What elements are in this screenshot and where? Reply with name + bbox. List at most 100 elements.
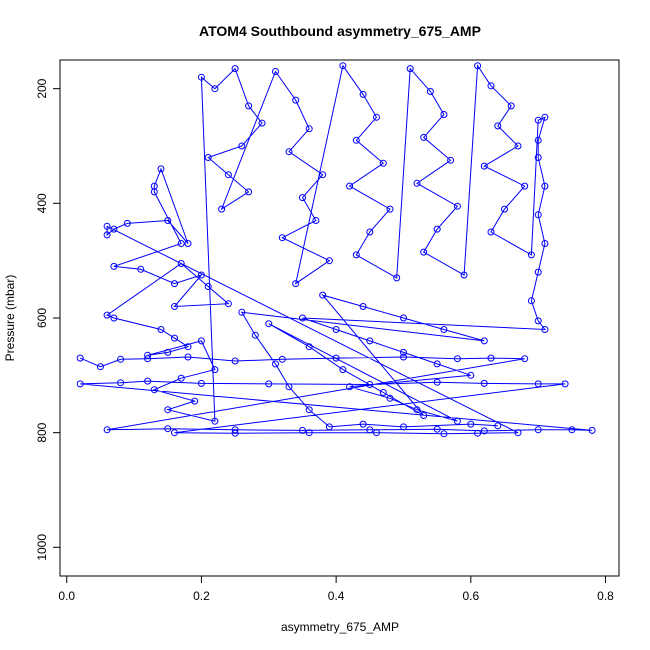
data-point — [171, 303, 178, 310]
data-point — [76, 380, 84, 388]
data-point — [379, 159, 387, 167]
data-point — [319, 171, 327, 179]
data-point — [480, 427, 488, 435]
data-point — [325, 257, 333, 265]
data-point — [521, 355, 529, 363]
data-point — [103, 222, 111, 230]
data-point — [400, 314, 407, 322]
plot-frame — [59, 59, 620, 577]
data-point — [305, 343, 313, 351]
data-point — [534, 380, 542, 388]
data-point — [420, 412, 428, 419]
data-point — [305, 125, 313, 133]
data-point — [103, 231, 111, 239]
data-point — [507, 102, 515, 110]
data-point — [359, 90, 367, 98]
data-point — [494, 122, 502, 130]
data-point — [224, 300, 232, 308]
data-point — [278, 355, 286, 363]
data-point — [117, 355, 125, 363]
data-point — [312, 217, 320, 224]
data-point — [305, 429, 313, 437]
chart-title: ATOM4 Southbound asymmetry_675_AMP — [199, 23, 481, 39]
data-point — [541, 326, 549, 333]
data-point — [325, 423, 333, 431]
data-point — [534, 211, 542, 219]
data-point — [164, 348, 172, 356]
y-axis: 200 400 600 800 1000 — [35, 78, 61, 561]
data-point — [487, 82, 495, 90]
plot-body — [76, 62, 596, 438]
data-point — [588, 426, 596, 434]
data-point — [440, 111, 448, 118]
data-point — [231, 65, 239, 73]
data-point — [292, 96, 300, 104]
data-point — [346, 182, 354, 190]
data-point — [123, 219, 131, 227]
data-point — [103, 426, 111, 434]
y-tick-label: 600 — [35, 308, 49, 328]
data-point — [177, 260, 185, 267]
x-tick-label: 0.2 — [193, 589, 210, 603]
data-point — [305, 406, 313, 414]
data-point — [467, 420, 475, 428]
data-point — [366, 426, 374, 434]
x-axis: 0.0 0.2 0.4 0.6 0.8 — [58, 575, 614, 603]
data-point — [238, 308, 246, 316]
data-point — [447, 156, 455, 164]
data-point — [487, 354, 495, 362]
data-point — [258, 119, 266, 127]
data-point — [433, 425, 441, 433]
data-point — [171, 334, 178, 342]
data-point — [278, 234, 286, 242]
data-point — [420, 248, 428, 256]
data-point — [231, 429, 239, 437]
data-point — [366, 337, 374, 345]
data-point — [534, 317, 542, 325]
data-point — [561, 380, 569, 388]
data-point — [265, 380, 273, 388]
data-point — [96, 363, 104, 371]
data-point — [480, 379, 488, 387]
data-point — [460, 271, 468, 279]
data-point — [400, 348, 407, 356]
data-point — [426, 88, 434, 95]
data-point — [184, 353, 192, 361]
data-point — [110, 314, 118, 322]
data-point — [379, 389, 387, 396]
data-point — [164, 425, 172, 433]
data-point — [501, 205, 508, 213]
data-point — [117, 379, 125, 387]
data-point — [366, 228, 374, 236]
data-point — [110, 225, 118, 233]
data-point — [487, 228, 495, 236]
data-point — [76, 354, 84, 362]
data-point — [541, 240, 549, 247]
data-point — [534, 136, 542, 144]
data-point — [474, 62, 482, 70]
data-point — [527, 251, 535, 259]
data-point — [299, 314, 306, 322]
data-point — [467, 371, 475, 379]
data-point — [366, 381, 374, 388]
data-point — [346, 383, 354, 391]
data-point — [339, 366, 347, 374]
series-line — [80, 64, 593, 435]
data-point — [204, 283, 212, 290]
x-tick-label: 0.6 — [462, 589, 479, 603]
data-point — [265, 320, 273, 328]
data-point — [238, 142, 246, 150]
data-point — [433, 378, 441, 386]
data-point — [568, 426, 576, 434]
data-point — [359, 420, 367, 428]
data-point — [352, 251, 360, 259]
data-point — [453, 202, 461, 210]
data-point — [339, 62, 347, 70]
data-point — [197, 379, 205, 387]
data-point — [292, 280, 300, 288]
data-point — [231, 357, 239, 365]
data-point — [480, 162, 488, 170]
data-point — [171, 280, 178, 288]
data-point — [251, 331, 259, 339]
data-point — [245, 102, 253, 110]
